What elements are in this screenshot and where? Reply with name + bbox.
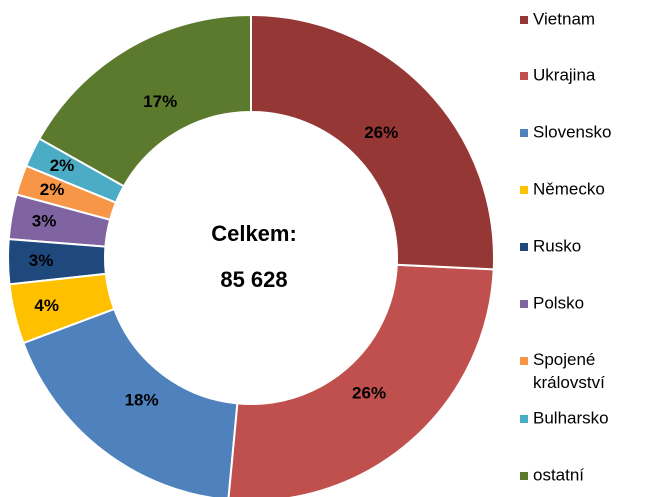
donut-slice (7, 238, 107, 286)
legend-swatch (520, 357, 528, 365)
legend-swatch (520, 300, 528, 308)
data-label: 2% (50, 156, 75, 175)
legend-label: Německo (533, 179, 605, 198)
data-label: 18% (125, 390, 159, 409)
data-label: 26% (352, 383, 386, 402)
center-label: Celkem: (211, 221, 297, 246)
donut-slice (24, 137, 126, 204)
legend-label: Ukrajina (533, 65, 596, 84)
donut-slice (7, 193, 112, 248)
donut-slice (250, 13, 495, 271)
data-label: 17% (143, 92, 177, 111)
legend-label: Spojené království (533, 350, 605, 392)
legend-swatch (520, 129, 528, 137)
legend-label: Bulharsko (533, 408, 609, 427)
legend-swatch (520, 186, 528, 194)
legend-swatch (520, 243, 528, 251)
legend-swatch (520, 472, 528, 480)
legend-label: ostatní (533, 465, 584, 484)
data-label: 4% (34, 296, 59, 315)
data-label: 3% (29, 251, 54, 270)
legend-swatch (520, 415, 528, 423)
donut-slice (8, 272, 116, 345)
center-value: 85 628 (220, 267, 287, 292)
data-label: 3% (32, 212, 57, 231)
donut-slice (22, 307, 239, 497)
donut-slice (15, 164, 118, 222)
data-label: 2% (40, 180, 65, 199)
data-label: 26% (364, 123, 398, 142)
legend-swatch (520, 16, 528, 24)
legend-swatch (520, 72, 528, 80)
legend-label: Polsko (533, 293, 584, 312)
legend-label: Vietnam (533, 9, 595, 28)
donut-slice (227, 263, 495, 497)
legend-label: Slovensko (533, 122, 611, 141)
legend-label: Rusko (533, 236, 581, 255)
